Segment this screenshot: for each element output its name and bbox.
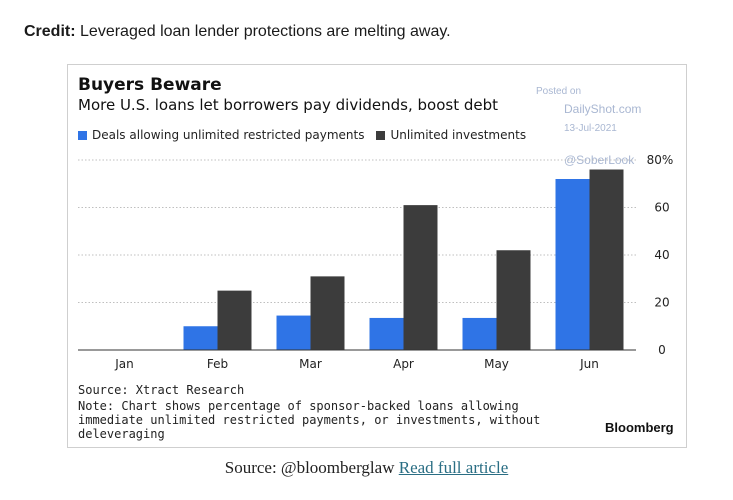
credit-text: Leveraged loan lender protections are me… <box>80 23 451 40</box>
bar-unlimited-investments <box>496 250 531 350</box>
chart-legend: Deals allowing unlimited restricted paym… <box>78 128 538 142</box>
watermark-site: DailyShot.com <box>564 102 642 116</box>
chart-note: Note: Chart shows percentage of sponsor-… <box>78 399 541 441</box>
legend-swatch-blue <box>78 130 87 140</box>
y-tick-label: 80% <box>647 153 674 167</box>
chart-source: Source: Xtract Research <box>78 383 245 397</box>
watermark-date: 13-Jul-2021 <box>564 123 617 134</box>
bar-unlimited-investments <box>310 276 345 350</box>
watermark-handle: @SoberLook <box>564 153 635 167</box>
bar-restricted-payments <box>462 317 497 350</box>
bloomberg-logo: Bloomberg <box>605 420 674 435</box>
legend-label: Unlimited investments <box>390 128 527 142</box>
y-tick-label: 0 <box>658 343 666 357</box>
x-tick-label: Mar <box>299 357 322 371</box>
credit-line: Credit: Leveraged loan lender protection… <box>24 23 451 41</box>
footer: Source: @bloomberglaw Read full article <box>0 458 733 478</box>
y-tick-label: 20 <box>654 296 669 310</box>
chart-plot-area: 0 20 40 60 80% Jan Feb Mar Apr May Jun <box>78 153 674 371</box>
bar-restricted-payments <box>555 179 590 350</box>
bar-restricted-payments <box>276 315 311 350</box>
watermark-posted: Posted on <box>536 86 582 97</box>
chart-title: Buyers Beware <box>78 75 222 95</box>
x-tick-label: May <box>484 357 509 371</box>
bar-restricted-payments <box>183 326 218 350</box>
bar-restricted-payments <box>369 317 404 350</box>
read-full-article-link[interactable]: Read full article <box>398 458 509 477</box>
bar-unlimited-investments <box>403 205 438 350</box>
bar-unlimited-investments <box>589 169 624 350</box>
x-tick-label: Apr <box>393 357 414 371</box>
chart-subtitle: More U.S. loans let borrowers pay divide… <box>78 96 499 114</box>
bar-unlimited-investments <box>217 290 252 350</box>
legend-item-unlimited-investments: Unlimited investments <box>376 128 526 142</box>
y-tick-label: 60 <box>654 201 669 215</box>
legend-swatch-dark <box>376 130 386 140</box>
legend-label: Deals allowing unlimited restricted paym… <box>92 128 365 142</box>
x-tick-label: Feb <box>207 357 228 371</box>
x-tick-label: Jan <box>114 357 134 371</box>
footer-source: Source: @bloomberglaw <box>224 458 395 477</box>
x-tick-label: Jun <box>579 357 599 371</box>
legend-item-restricted-payments: Deals allowing unlimited restricted paym… <box>78 128 364 142</box>
y-tick-label: 40 <box>654 248 669 262</box>
credit-label: Credit: <box>24 23 76 40</box>
chart-card: Buyers Beware More U.S. loans let borrow… <box>67 64 687 448</box>
